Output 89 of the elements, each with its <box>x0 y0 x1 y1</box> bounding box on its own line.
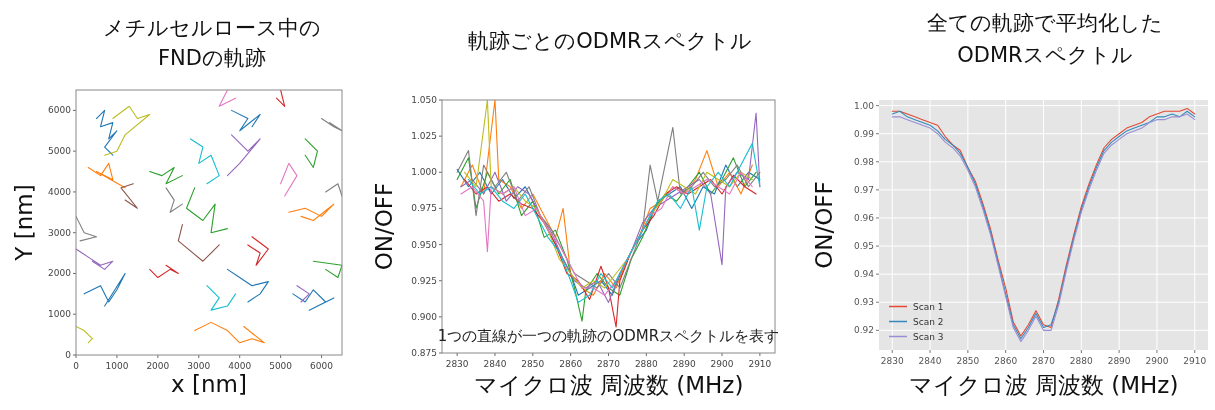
y-axis-title: ON/OFF <box>811 181 837 269</box>
line-series <box>83 272 126 307</box>
line-series <box>247 236 269 266</box>
x-tick-label: 6000 <box>310 361 334 371</box>
line-series <box>464 174 757 328</box>
chart-title: メチルセルロース中の FNDの軌跡 <box>103 16 321 70</box>
line-series <box>304 138 318 169</box>
x-tick-label: 2870 <box>1032 356 1056 366</box>
chart-title: 軌跡ごとのODMRスペクトル <box>468 29 752 53</box>
y-tick-label: 0.875 <box>411 348 437 358</box>
line-series <box>165 187 183 213</box>
line-series <box>456 126 761 289</box>
y-tick-label: 0.99 <box>853 128 875 139</box>
line-series <box>95 109 118 156</box>
legend-label: Scan 2 <box>913 317 944 327</box>
line-series <box>149 166 183 185</box>
chart-title: 全ての軌跡で平均化した ODMRスペクトル <box>927 11 1163 67</box>
x-tick-label: 2900 <box>710 359 734 369</box>
x-tick-label: 5000 <box>269 361 293 371</box>
line-series <box>149 264 179 279</box>
line-series <box>190 138 220 185</box>
legend-label: Scan 3 <box>913 332 944 342</box>
line-series <box>312 260 342 279</box>
x-tick-label: 2900 <box>1145 356 1169 366</box>
y-tick-label: 1000 <box>48 309 72 320</box>
y-tick-label: 2000 <box>48 268 72 279</box>
y-tick-label: 0.96 <box>853 212 875 223</box>
x-tick-label: 2830 <box>880 356 904 366</box>
x-tick-label: 2870 <box>597 359 621 369</box>
x-tick-label: 2860 <box>559 359 583 369</box>
y-tick-label: 1.050 <box>411 95 438 105</box>
line-series <box>120 183 138 209</box>
x-tick-label: 2840 <box>918 356 942 366</box>
y-tick-label: 0.92 <box>853 325 874 336</box>
line-series <box>76 248 114 270</box>
y-tick-label: 5000 <box>48 146 72 157</box>
line-series <box>280 162 298 197</box>
annotation: 1つの直線が一つの軌跡のODMRスペクトルを表す <box>437 327 780 345</box>
line-series <box>76 325 93 344</box>
y-tick-label: 1.000 <box>411 167 438 178</box>
y-tick-label: 0.925 <box>411 275 437 286</box>
line-series <box>456 157 757 322</box>
y-tick-label: 6000 <box>48 105 72 116</box>
line-series <box>87 162 126 189</box>
y-tick-label: 4000 <box>48 186 72 197</box>
y-tick-label: 0.97 <box>853 184 874 195</box>
x-tick-label: 2890 <box>1107 356 1131 366</box>
x-axis-title: マイクロ波 周波数 (MHz) <box>473 372 744 398</box>
x-tick-label: 2850 <box>521 359 545 369</box>
y-tick-label: 0.975 <box>411 203 437 214</box>
y-tick-label: 0.950 <box>411 239 438 250</box>
x-tick-label: 2000 <box>146 361 170 371</box>
x-tick-label: 2840 <box>483 359 507 369</box>
y-axis-title: Y [nm] <box>11 184 37 262</box>
x-tick-label: 2910 <box>1183 356 1207 366</box>
line-series <box>104 105 151 156</box>
line-series <box>467 142 761 303</box>
x-tick-label: 2830 <box>445 359 469 369</box>
y-tick-label: 1.025 <box>411 131 437 142</box>
y-tick-label: 0.98 <box>853 156 875 167</box>
line-series <box>230 109 261 132</box>
y-axis-title: ON/OFF <box>371 182 397 271</box>
x-tick-label: 2890 <box>672 359 696 369</box>
x-tick-label: 0 <box>73 361 80 371</box>
y-tick-label: 0.93 <box>853 297 874 308</box>
x-axis-title: マイクロ波 周波数 (MHz) <box>908 372 1179 398</box>
line-series <box>194 321 265 344</box>
line-series <box>226 134 261 177</box>
line-series <box>292 289 335 311</box>
x-tick-label: 2910 <box>748 359 772 369</box>
x-tick-label: 2860 <box>994 356 1018 366</box>
line-series <box>185 187 228 234</box>
x-tick-label: 2880 <box>1069 356 1094 366</box>
line-series <box>226 268 269 303</box>
x-tick-label: 1000 <box>105 361 129 371</box>
y-tick-label: 0.94 <box>853 269 875 280</box>
line-series <box>177 223 220 262</box>
x-tick-label: 4000 <box>228 361 252 371</box>
x-tick-label: 3000 <box>187 361 211 371</box>
x-axis-title: x [nm] <box>171 371 247 397</box>
y-tick-label: 0.900 <box>411 311 438 322</box>
line-series <box>288 203 335 222</box>
y-tick-label: 1.00 <box>853 100 875 111</box>
y-tick-label: 3000 <box>48 227 72 238</box>
x-tick-label: 2850 <box>956 356 980 366</box>
line-series <box>206 285 237 311</box>
legend-label: Scan 1 <box>913 302 944 312</box>
x-tick-label: 2880 <box>634 359 659 369</box>
y-tick-label: 0.95 <box>853 241 874 252</box>
